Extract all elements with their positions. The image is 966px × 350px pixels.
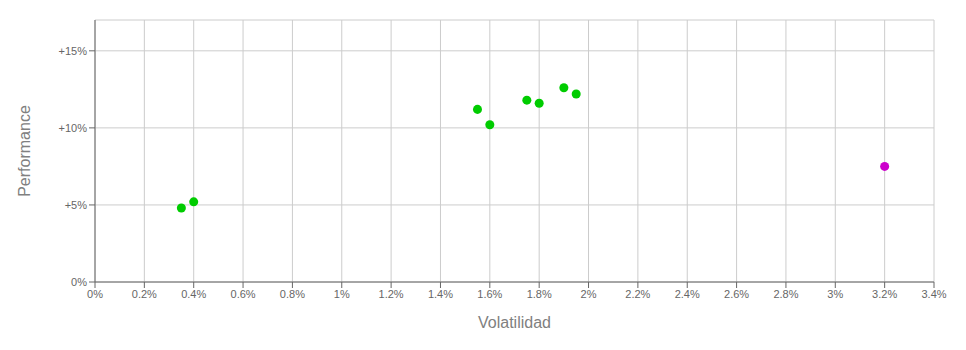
svg-text:+15%: +15% xyxy=(59,45,88,57)
svg-text:2%: 2% xyxy=(581,288,597,300)
svg-text:1%: 1% xyxy=(334,288,350,300)
svg-text:Performance: Performance xyxy=(16,105,33,197)
svg-text:0.2%: 0.2% xyxy=(132,288,157,300)
svg-text:1.4%: 1.4% xyxy=(428,288,453,300)
svg-text:2.2%: 2.2% xyxy=(625,288,650,300)
svg-text:2.6%: 2.6% xyxy=(724,288,749,300)
svg-text:0%: 0% xyxy=(71,276,87,288)
svg-text:3.4%: 3.4% xyxy=(921,288,946,300)
svg-text:2.4%: 2.4% xyxy=(675,288,700,300)
svg-text:2.8%: 2.8% xyxy=(773,288,798,300)
svg-text:1.6%: 1.6% xyxy=(477,288,502,300)
svg-text:1.8%: 1.8% xyxy=(527,288,552,300)
svg-text:+5%: +5% xyxy=(65,199,88,211)
svg-text:+10%: +10% xyxy=(59,122,88,134)
svg-text:3.2%: 3.2% xyxy=(872,288,897,300)
svg-text:Volatilidad: Volatilidad xyxy=(478,314,551,331)
svg-text:1.2%: 1.2% xyxy=(379,288,404,300)
svg-text:0.4%: 0.4% xyxy=(181,288,206,300)
svg-text:0%: 0% xyxy=(87,288,103,300)
svg-text:0.6%: 0.6% xyxy=(231,288,256,300)
svg-text:0.8%: 0.8% xyxy=(280,288,305,300)
svg-text:3%: 3% xyxy=(827,288,843,300)
